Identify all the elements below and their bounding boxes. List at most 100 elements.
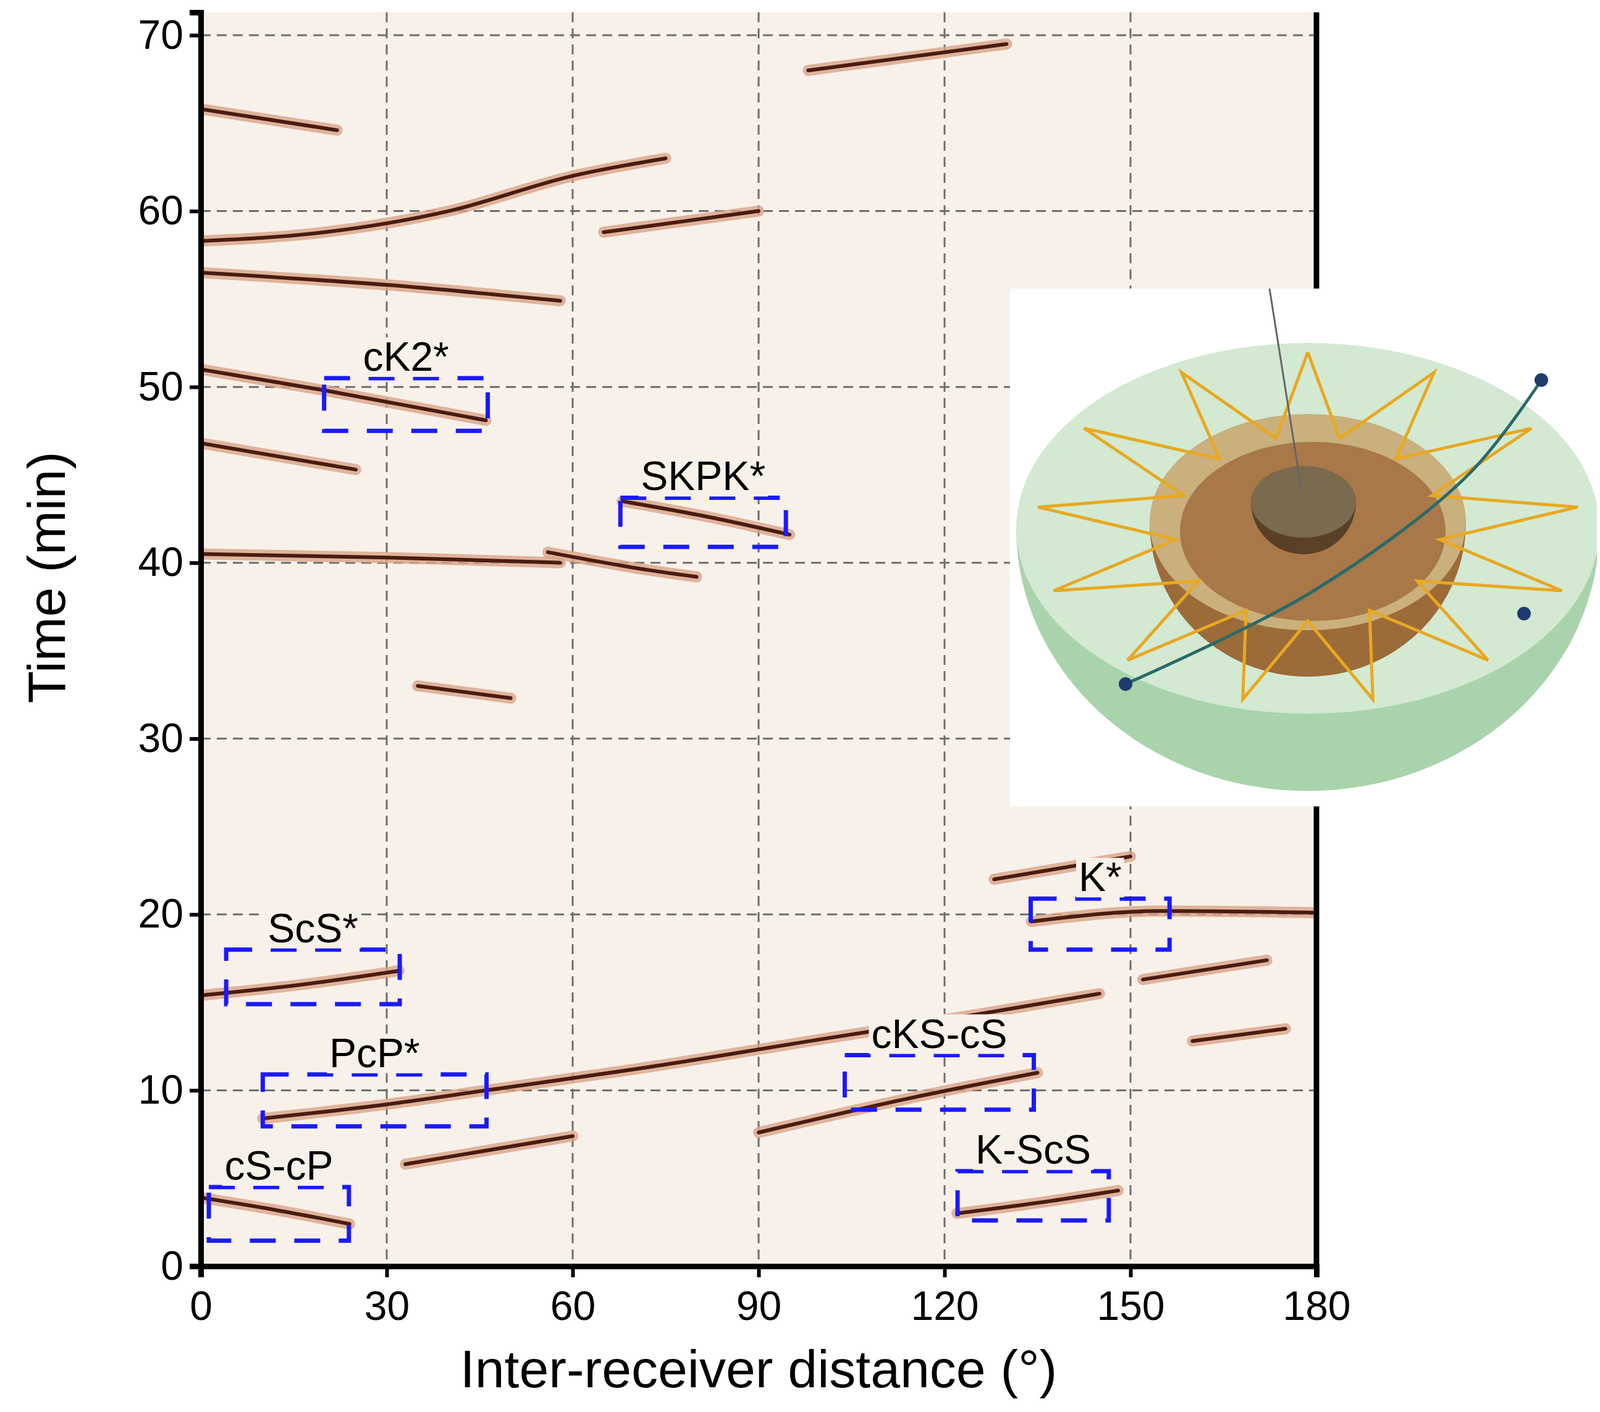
x-tick: 60	[550, 1265, 596, 1329]
branch	[262, 993, 1100, 1119]
x-grid-line	[943, 12, 946, 1266]
inner-core-face	[1250, 465, 1356, 538]
branch	[1192, 1028, 1286, 1041]
x-tick-mark	[571, 1265, 576, 1277]
y-tick-label: 70	[138, 11, 184, 58]
annotation-text: cS-cP	[224, 1142, 333, 1188]
annotation-text: cK2*	[362, 333, 449, 380]
annotation-text: K*	[1078, 853, 1122, 900]
branch	[405, 1135, 573, 1164]
y-tick-label: 60	[138, 187, 184, 233]
x-tick-label: 90	[736, 1282, 782, 1329]
y-tick-label: 50	[138, 363, 184, 409]
chart: 0 30 60 90 120 150 180 0 10 20 30 40 50 60 70 Inter-rec…	[0, 0, 1600, 1412]
branch-halo	[200, 970, 400, 996]
branch-halo	[200, 109, 338, 131]
x-tick-label: 60	[550, 1282, 596, 1329]
annotation-box	[620, 497, 786, 547]
y-tick: 0	[160, 1242, 201, 1289]
annotation-labels: cK2*SKPK*K*ScS*PcP*cKS-cSK-ScScS-cP	[221, 333, 1124, 1188]
inset	[1010, 288, 1597, 807]
y-tick-mark	[189, 33, 201, 38]
annotation-text: cKS-cS	[871, 1010, 1007, 1057]
x-axis-line	[201, 1266, 1318, 1278]
branch	[200, 272, 561, 301]
receiver-path	[1125, 379, 1542, 684]
x-tick: 90	[736, 1265, 782, 1329]
annotation-label: K*	[1076, 853, 1125, 900]
branch	[1142, 960, 1268, 980]
branch-halo	[200, 158, 666, 241]
x-tick-mark	[943, 1265, 948, 1277]
branch-halo	[200, 553, 561, 563]
y-tick-label: 40	[138, 538, 184, 585]
branch-halo	[1192, 1028, 1286, 1041]
x-tick-label: 180	[1282, 1282, 1351, 1329]
y-tick: 40	[138, 538, 201, 585]
annotation-text: ScS*	[267, 905, 359, 951]
y-axis-line	[189, 12, 202, 1267]
x-tick: 150	[1096, 1265, 1165, 1329]
y-tick: 30	[138, 714, 201, 761]
branch	[200, 1197, 350, 1224]
x-tick-mark	[1315, 1265, 1319, 1277]
y-axis: 0 10 20 30 40 50 60 70	[138, 11, 202, 1289]
branch-halo	[547, 552, 697, 577]
annotation-label: cK2*	[360, 333, 451, 380]
branch	[808, 43, 1007, 71]
annotation-text: SKPK*	[640, 452, 766, 499]
x-tick: 30	[364, 1265, 410, 1329]
x-tick-mark	[757, 1265, 762, 1277]
y-tick-label: 10	[138, 1066, 184, 1112]
branch	[547, 552, 697, 577]
x-axis: 0 30 60 90 120 150 180	[189, 1265, 1351, 1329]
y-tick-label: 20	[138, 890, 184, 936]
x-tick-label: 120	[910, 1282, 979, 1329]
y-grid-line	[200, 1089, 1317, 1091]
branch-halo	[405, 1135, 573, 1164]
axis-pointer	[1269, 288, 1302, 492]
branch	[200, 158, 666, 241]
x-axis-title: Inter-receiver distance (°)	[460, 1338, 1057, 1398]
x-tick-label: 150	[1096, 1282, 1165, 1329]
annotation-box	[262, 1074, 487, 1127]
x-tick-mark	[1129, 1265, 1133, 1277]
x-grid-line	[386, 12, 388, 1266]
ray-paths	[1037, 352, 1578, 700]
y-tick: 70	[138, 11, 201, 58]
x-tick: 120	[910, 1265, 979, 1329]
y-tick-mark	[189, 736, 201, 741]
branch-halo	[758, 1072, 1038, 1133]
annotation-box	[208, 1186, 350, 1241]
receiver	[1534, 373, 1549, 387]
annotation-box	[1030, 898, 1170, 950]
branch-halo	[1142, 960, 1268, 980]
y-tick-label: 0	[160, 1242, 184, 1289]
branch	[603, 211, 759, 233]
y-tick: 50	[138, 363, 201, 409]
branch-halo	[200, 1197, 350, 1224]
y-tick-mark	[189, 560, 201, 565]
branch	[200, 553, 561, 563]
y-tick-mark	[189, 1088, 201, 1093]
branch	[956, 1190, 1119, 1214]
branch	[200, 109, 338, 131]
x-tick: 0	[189, 1265, 213, 1329]
branch-halo	[417, 685, 511, 699]
branch	[1031, 910, 1317, 922]
branch-halo	[808, 43, 1007, 71]
y-tick: 60	[138, 187, 201, 233]
y-tick-mark	[189, 1264, 201, 1269]
y-tick-label: 30	[138, 714, 184, 761]
outer-core-face	[1179, 441, 1446, 621]
annotation-label: SKPK*	[638, 452, 768, 499]
receiver	[1118, 677, 1133, 691]
y-grid-line	[200, 33, 1317, 36]
y-tick: 20	[138, 890, 201, 936]
x-tick: 180	[1282, 1265, 1351, 1329]
annotation-label: K-ScS	[972, 1126, 1094, 1172]
annotation-box	[957, 1170, 1109, 1221]
branch-halo	[622, 501, 790, 535]
annotation-box	[844, 1055, 1034, 1110]
branch	[417, 685, 511, 699]
